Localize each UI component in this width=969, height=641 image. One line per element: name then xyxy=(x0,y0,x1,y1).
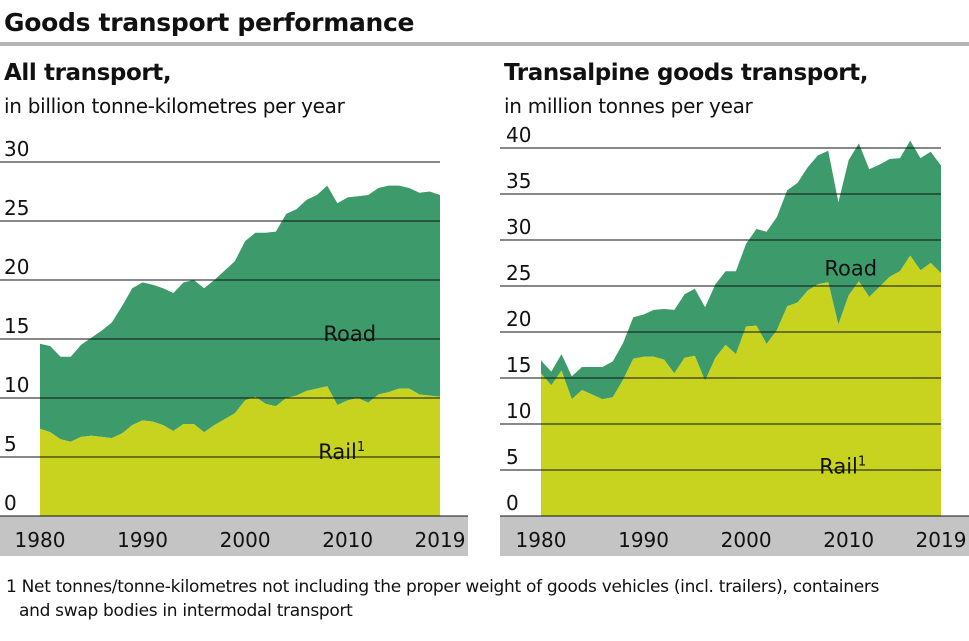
chart-1-xtick-label: 2010 xyxy=(322,528,373,552)
chart-1-axis-band xyxy=(0,516,468,556)
chart-2-ytick-label: 15 xyxy=(506,353,531,377)
title-rule xyxy=(0,42,969,46)
chart-2-xtick-label: 2010 xyxy=(823,528,874,552)
chart-1-ytick-label: 15 xyxy=(4,314,29,338)
chart-1-title: All transport, xyxy=(4,60,172,86)
chart-2-ytick-label: 35 xyxy=(506,169,531,193)
chart-2-axis-band xyxy=(500,516,969,556)
footnote-line-2: and swap bodies in intermodal transport xyxy=(19,601,353,621)
chart-2-ytick-label: 5 xyxy=(506,445,519,469)
chart-1-series-road-area xyxy=(40,185,440,442)
chart-1-xtick-label: 1980 xyxy=(15,528,66,552)
chart-1-ytick-label: 10 xyxy=(4,373,29,397)
chart-1-xtick-label: 2000 xyxy=(220,528,271,552)
footnote-line-1: 1 Net tonnes/tonne-kilometres not includ… xyxy=(6,577,880,597)
chart-2-ytick-label: 25 xyxy=(506,261,531,285)
chart-2-xtick-label: 1990 xyxy=(618,528,669,552)
chart-1-ytick-label: 0 xyxy=(4,491,17,515)
chart-2-ytick-label: 10 xyxy=(506,399,531,423)
chart-2-xtick-label: 2019 xyxy=(916,528,967,552)
chart-1-series-rail-area xyxy=(40,386,440,516)
chart-1-ytick-label: 20 xyxy=(4,255,29,279)
chart-1-subtitle: in billion tonne-kilometres per year xyxy=(4,94,345,118)
chart-1-ytick-label: 5 xyxy=(4,432,17,456)
chart-1-xtick-label: 1990 xyxy=(117,528,168,552)
chart-2-ytick-label: 20 xyxy=(506,307,531,331)
chart-1-road-label: Road xyxy=(323,322,376,346)
chart-2-series-rail-area xyxy=(541,255,941,516)
chart-1-ytick-label: 25 xyxy=(4,196,29,220)
chart-2-xtick-label: 1980 xyxy=(516,528,567,552)
chart-1-ytick-label: 30 xyxy=(4,137,29,161)
chart-2-series-road-area xyxy=(541,140,941,400)
chart-2-ytick-label: 40 xyxy=(506,123,531,147)
chart-2-rail-footnote-marker: 1 xyxy=(858,454,866,469)
chart-2-title: Transalpine goods transport, xyxy=(504,60,869,86)
chart-2-subtitle: in million tonnes per year xyxy=(504,94,753,118)
chart-1-rail-footnote-marker: 1 xyxy=(357,440,365,455)
chart-2-ytick-label: 0 xyxy=(506,491,519,515)
chart-2-xtick-label: 2000 xyxy=(721,528,772,552)
page-title: Goods transport performance xyxy=(4,8,415,37)
chart-2-ytick-label: 30 xyxy=(506,215,531,239)
chart-2-road-label: Road xyxy=(824,257,877,281)
footnote: 1 Net tonnes/tonne-kilometres not includ… xyxy=(6,575,966,623)
chart-1-xtick-label: 2019 xyxy=(415,528,466,552)
